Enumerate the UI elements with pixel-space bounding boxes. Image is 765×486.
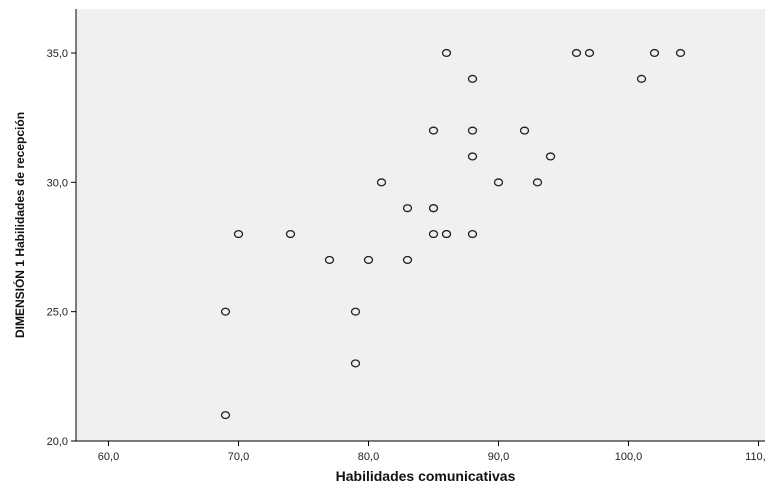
data-point bbox=[636, 74, 647, 83]
data-point bbox=[233, 230, 244, 239]
data-point bbox=[467, 74, 478, 83]
y-tick-label: 30,0 bbox=[47, 177, 68, 189]
data-point bbox=[350, 359, 361, 368]
x-axis-label: Habilidades comunicativas bbox=[336, 468, 516, 484]
data-point bbox=[350, 307, 361, 316]
data-point bbox=[402, 255, 413, 264]
data-point bbox=[220, 411, 231, 420]
y-axis-ticks: 20,0 25,0 30,0 35,0 bbox=[47, 48, 76, 448]
x-tick-label: 90,0 bbox=[488, 451, 509, 463]
data-point bbox=[467, 230, 478, 239]
data-point bbox=[376, 178, 387, 187]
y-tick-label: 25,0 bbox=[47, 307, 68, 319]
data-point bbox=[428, 204, 439, 213]
x-axis-ticks: 60,0 70,0 80,0 90,0 100,0 110,0 bbox=[98, 441, 765, 463]
data-point bbox=[441, 48, 452, 58]
plot-area bbox=[76, 9, 765, 441]
y-tick-label: 35,0 bbox=[47, 48, 68, 60]
data-point bbox=[467, 126, 478, 135]
y-axis-label: DIMENSIÓN 1 Habilidades de recepción bbox=[12, 112, 27, 338]
data-point bbox=[675, 48, 686, 58]
data-point bbox=[324, 255, 335, 264]
x-tick-label: 110,0 bbox=[745, 451, 765, 463]
data-point bbox=[428, 230, 439, 239]
x-tick-label: 60,0 bbox=[98, 451, 119, 463]
data-point bbox=[649, 48, 660, 58]
x-tick-label: 100,0 bbox=[615, 451, 643, 463]
data-point bbox=[571, 48, 582, 58]
data-point bbox=[467, 152, 478, 161]
data-point bbox=[441, 230, 452, 239]
data-point bbox=[402, 204, 413, 213]
y-tick-label: 20,0 bbox=[47, 436, 68, 448]
data-points bbox=[220, 48, 686, 420]
data-point bbox=[532, 178, 543, 187]
data-point bbox=[519, 126, 530, 135]
data-point bbox=[493, 178, 504, 187]
x-tick-label: 70,0 bbox=[228, 451, 249, 463]
data-point bbox=[428, 126, 439, 135]
x-tick-label: 80,0 bbox=[358, 451, 379, 463]
data-point bbox=[584, 48, 595, 58]
data-point bbox=[285, 230, 296, 239]
data-point bbox=[363, 255, 374, 264]
data-point bbox=[220, 307, 231, 316]
data-point bbox=[545, 152, 556, 161]
